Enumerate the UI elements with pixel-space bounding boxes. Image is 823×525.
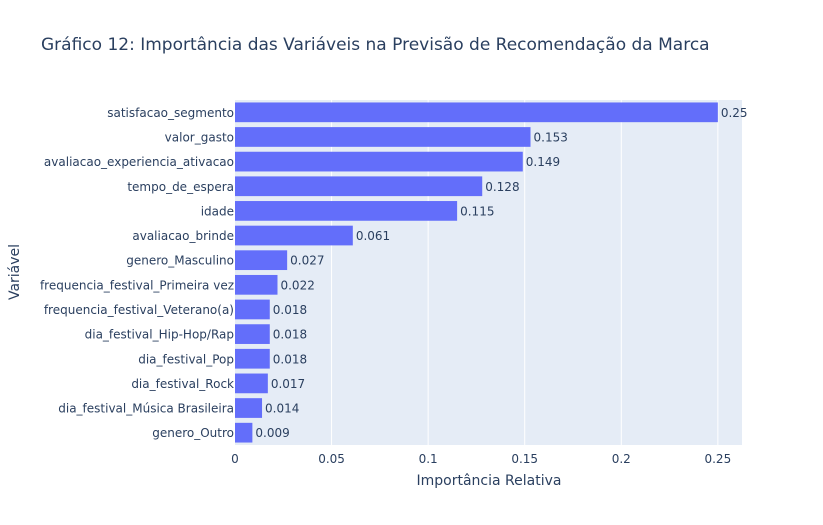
bar-value-label: 0.115 [460,204,494,218]
bar [235,398,263,418]
x-tick-label: 0.05 [318,452,345,466]
bar [235,102,718,123]
bar-value-label: 0.128 [485,180,519,194]
bar-value-label: 0.018 [273,328,307,342]
bar-value-label: 0.014 [265,402,299,416]
bar-value-label: 0.061 [356,229,390,243]
x-axis-title: Importância Relativa [417,473,562,489]
y-axis-title: Variável [7,244,23,300]
x-tick-label: 0 [231,452,239,466]
y-axis-ticks: satisfacao_segmento valor_gasto avaliacao_… [40,106,234,440]
y-tick-label: tempo_de_espera [127,180,234,194]
bar [235,373,268,394]
y-tick-label: genero_Outro [152,426,234,440]
y-tick-label: dia_festival_Pop [138,352,234,366]
bar [235,348,270,369]
y-tick-label: dia_festival_Rock [131,377,234,391]
bar-value-label: 0.25 [721,106,748,120]
bars [235,102,718,443]
x-tick-label: 0.25 [704,452,731,466]
bar [235,299,270,320]
bar [235,274,278,295]
bar-value-label: 0.017 [271,377,305,391]
bar [235,422,253,443]
bar-value-label: 0.018 [273,303,307,317]
bar-value-label: 0.018 [273,352,307,366]
y-tick-label: idade [201,204,234,218]
x-axis-ticks: 0 0.05 0.1 0.15 0.2 0.25 [231,452,731,466]
chart-title: Gráfico 12: Importância das Variáveis na… [41,35,710,55]
bar [235,201,458,221]
y-tick-label: frequencia_festival_Primeira vez [40,278,234,292]
bar-value-label: 0.009 [255,426,289,440]
y-tick-label: dia_festival_Hip-Hop/Rap [85,328,234,342]
y-tick-label: avaliacao_brinde [132,229,234,243]
y-tick-label: genero_Masculino [126,254,234,268]
bar [235,250,288,271]
bar [235,324,270,344]
y-tick-label: frequencia_festival_Veterano(a) [44,303,234,317]
bar-value-label: 0.027 [290,254,324,268]
y-tick-label: satisfacao_segmento [107,106,234,120]
data-labels: 0.25 0.153 0.149 0.128 0.115 0.061 0.027 0.022 0… [255,106,747,440]
bar-value-label: 0.149 [526,155,560,169]
bar-value-label: 0.022 [280,278,314,292]
x-tick-label: 0.2 [612,452,631,466]
y-tick-label: dia_festival_Música Brasileira [58,402,234,416]
bar [235,176,483,197]
bar [235,151,523,172]
y-tick-label: avaliacao_experiencia_ativacao [44,155,234,169]
y-tick-label: valor_gasto [165,130,234,144]
x-tick-label: 0.1 [419,452,438,466]
bar-value-label: 0.153 [534,130,568,144]
bar [235,225,353,246]
x-tick-label: 0.15 [511,452,538,466]
bar [235,127,531,147]
